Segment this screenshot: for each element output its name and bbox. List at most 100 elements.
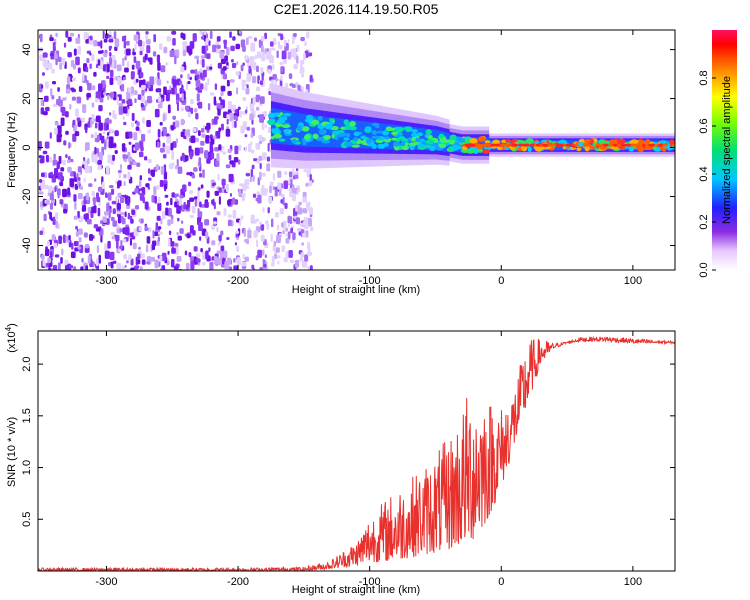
spectrogram-noise-cell [226, 118, 229, 125]
spectrogram-noise-cell [300, 252, 305, 258]
spectrogram-noise-cell [204, 150, 209, 159]
spectrogram-peak-cell [410, 146, 415, 151]
spectrogram-noise-cell [123, 121, 127, 126]
spectrogram-signal-cell [365, 121, 368, 149]
spectrogram-peak-cell [344, 125, 353, 130]
spectrogram-noise-cell [109, 69, 114, 78]
spectrogram-noise-cell [42, 259, 46, 267]
spectrogram-noise-cell [228, 101, 232, 110]
spectrogram-noise-cell [182, 41, 188, 51]
spectrogram-noise-cell [268, 47, 272, 57]
spectrogram-noise-cell [85, 265, 89, 270]
spectrogram-noise-cell [153, 34, 157, 43]
spectrogram-noise-cell [128, 254, 132, 261]
spectrogram-noise-cell [157, 129, 161, 138]
spectrogram-noise-cell [85, 126, 88, 134]
spectrogram-peak-cell [638, 140, 646, 145]
spectrogram-noise-cell [228, 154, 232, 161]
spectrogram-noise-cell [68, 234, 71, 241]
spectrogram-noise-cell [270, 269, 275, 270]
spectrogram-noise-cell [188, 251, 192, 258]
spectrogram-noise-cell [114, 149, 118, 154]
spectrogram-noise-cell [136, 31, 140, 35]
spectrogram-signal-cell [390, 124, 393, 150]
spectrogram-peak-cell [584, 139, 591, 144]
spectrogram-noise-cell [291, 184, 295, 194]
spectrogram-signal-cell [368, 121, 371, 149]
spectrogram-peak-cell [278, 138, 286, 142]
spectrogram-noise-cell [45, 154, 49, 163]
spectrogram-noise-cell [114, 113, 117, 120]
spectrogram-noise-cell [159, 179, 164, 188]
spectrogram-noise-cell [166, 201, 169, 206]
spectrogram-noise-cell [172, 115, 176, 120]
spectrogram-noise-cell [200, 55, 205, 59]
spectrogram-noise-cell [98, 105, 103, 112]
y-tick-label: 0.5 [21, 512, 33, 527]
spectrogram-peak-cell [312, 133, 319, 140]
spectrogram-noise-cell [123, 181, 126, 187]
spectrogram-signal-cell [308, 114, 311, 147]
spectrogram-noise-cell [211, 152, 215, 160]
spectrogram-noise-cell [75, 56, 80, 66]
spectrogram-noise-cell [73, 194, 77, 202]
spectrogram-signal-cell [294, 112, 297, 146]
spectrogram-noise-cell [275, 247, 280, 253]
spectrogram-noise-cell [159, 92, 162, 96]
spectrogram-noise-cell [133, 132, 138, 141]
spectrogram-noise-cell [269, 41, 274, 47]
spectrogram-noise-cell [309, 74, 313, 82]
spectrogram-noise-cell [233, 265, 238, 270]
spectrogram-noise-cell [54, 121, 59, 126]
spectrogram-noise-cell [250, 42, 256, 52]
spectrogram-peak-cell [364, 126, 372, 133]
spectrogram-noise-cell [174, 243, 179, 248]
spectrogram-noise-cell [266, 156, 271, 162]
spectrogram-noise-cell [49, 132, 52, 139]
spectrogram-noise-cell [259, 266, 265, 270]
spectrogram-noise-cell [140, 84, 146, 90]
spectrogram-noise-cell [171, 87, 176, 95]
spectrogram-noise-cell [233, 115, 238, 121]
spectrogram-noise-cell [53, 242, 58, 249]
spectrogram-noise-cell [145, 83, 148, 89]
spectrogram-noise-cell [122, 106, 128, 114]
spectrogram-noise-cell [194, 55, 200, 60]
spectrogram-noise-cell [84, 142, 90, 151]
spectrogram-noise-cell [70, 251, 76, 259]
spectrogram-signal-cell [424, 128, 426, 151]
spectrogram-noise-cell [195, 79, 201, 87]
spectrogram-noise-cell [189, 190, 194, 195]
spectrogram-noise-cell [121, 143, 126, 152]
spectrogram-noise-cell [111, 188, 115, 195]
spectrogram-noise-cell [242, 253, 245, 260]
spectrogram-noise-cell [86, 218, 92, 225]
spectrogram-noise-cell [167, 207, 172, 217]
spectrogram-noise-cell [203, 34, 206, 42]
spectrogram-noise-cell [238, 144, 242, 151]
spectrogram-noise-cell [239, 111, 243, 118]
y-tick-label: -40 [21, 238, 33, 254]
spectrogram-noise-cell [98, 152, 103, 162]
spectrogram-noise-cell [307, 241, 310, 250]
spectrogram-noise-cell [130, 258, 134, 266]
spectrogram-noise-cell [54, 127, 58, 135]
spectrogram-noise-cell [139, 50, 143, 56]
spectrogram-noise-cell [224, 261, 230, 270]
spectrogram-noise-cell [248, 65, 251, 74]
spectrogram-noise-cell [65, 111, 69, 118]
spectrogram-noise-cell [244, 256, 249, 262]
colorbar-tick-label: 0.0 [698, 262, 710, 277]
spectrogram-noise-cell [249, 176, 252, 183]
spectrogram-noise-cell [52, 236, 56, 241]
spectrogram-noise-cell [135, 78, 139, 83]
spectrogram-noise-cell [252, 267, 255, 270]
spectrogram-noise-cell [202, 69, 207, 78]
spectrogram-peak-cell [411, 137, 417, 142]
spectrogram-noise-cell [304, 254, 309, 262]
spectrogram-noise-cell [253, 232, 257, 238]
spectrogram-noise-cell [112, 60, 115, 69]
spectrogram-noise-cell [125, 40, 130, 46]
spectrogram-noise-cell [155, 164, 159, 171]
spectrogram-noise-cell [289, 259, 295, 264]
